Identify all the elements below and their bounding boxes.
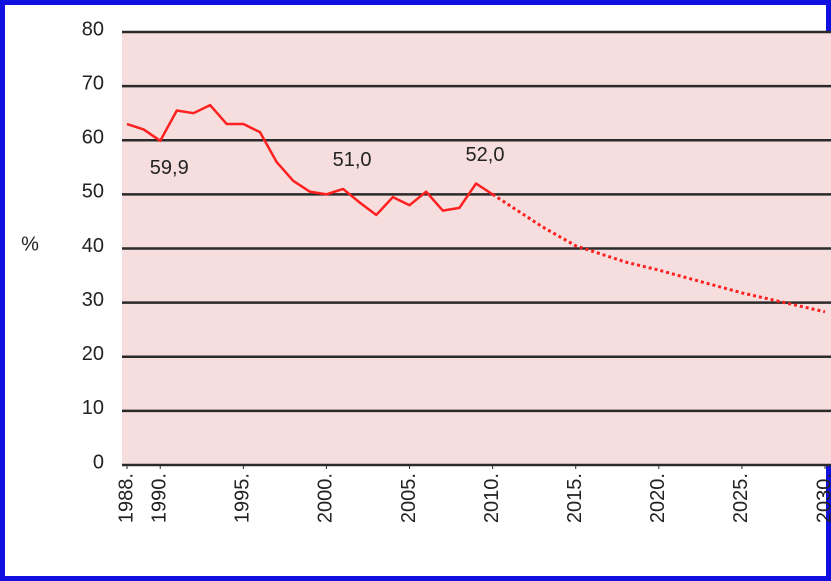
- x-tick-label: 2020.: [647, 473, 669, 523]
- data-label: 52,0: [466, 144, 505, 166]
- y-tick-label: 10: [82, 397, 104, 419]
- x-tick-label: 1988.: [115, 473, 137, 523]
- x-tick-label: 2025.: [730, 473, 752, 523]
- y-tick-label: 70: [82, 72, 104, 94]
- x-tick-label: 2005.: [398, 473, 420, 523]
- x-tick-label: 2000.: [315, 473, 337, 523]
- data-label: 51,0: [333, 149, 372, 171]
- x-tick-label: 1995.: [232, 473, 254, 523]
- data-line: [126, 103, 494, 217]
- projection-line: [491, 193, 826, 314]
- y-tick-label: 0: [93, 451, 104, 473]
- y-tick-label: 80: [82, 18, 104, 40]
- x-tick-label: 1990.: [149, 473, 171, 523]
- y-tick-label: 40: [82, 235, 104, 257]
- x-tick-label: 2015.: [564, 473, 586, 523]
- y-tick-label: 60: [82, 127, 104, 149]
- x-tick-label: 2010.: [481, 473, 503, 523]
- y-tick-label: 50: [82, 181, 104, 203]
- y-axis-label: %: [21, 233, 39, 255]
- y-tick-label: 20: [82, 343, 104, 365]
- data-label: 59,9: [150, 157, 189, 179]
- y-tick-label: 30: [82, 289, 104, 311]
- x-tick-label: 2030.: [813, 473, 831, 523]
